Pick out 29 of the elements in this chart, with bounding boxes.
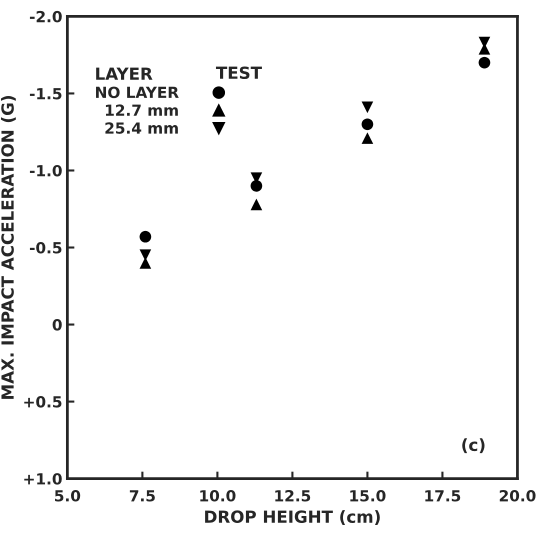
point <box>140 230 152 243</box>
point <box>250 198 262 210</box>
point <box>362 118 374 130</box>
x-tick-label: 15.0 <box>350 490 386 502</box>
y-axis-title: MAX. IMPACT ACCELERATION (G) <box>0 96 16 399</box>
point <box>362 132 374 144</box>
x-tick-label: 7.5 <box>130 490 155 502</box>
annotation: TEST <box>216 66 262 80</box>
x-axis-title: DROP HEIGHT (cm) <box>205 510 380 525</box>
x-tick-label: 5.0 <box>55 490 80 502</box>
x-tick-label: 12.5 <box>275 490 310 502</box>
x-tick-label: 20.0 <box>500 490 536 502</box>
y-tick-label: 0 <box>52 319 62 331</box>
point <box>362 102 374 114</box>
y-tick-label: -1.0 <box>30 164 62 177</box>
y-tick-label: -0.5 <box>30 242 62 254</box>
x-tick-label: 17.5 <box>425 490 460 502</box>
legend-label: NO LAYER <box>96 86 179 98</box>
y-tick-label: -1.5 <box>30 88 62 100</box>
x-tick-label: 10.0 <box>200 490 236 502</box>
legend-label: 12.7 mm <box>106 104 178 116</box>
legend-title: LAYER <box>96 68 152 80</box>
point <box>478 56 490 68</box>
annotation: (c) <box>462 438 485 454</box>
y-tick-label: -2.0 <box>30 10 62 22</box>
y-tick-label: +1.0 <box>24 473 62 485</box>
y-tick-label: +0.5 <box>24 396 62 408</box>
point <box>250 180 262 192</box>
legend-label: 25.4 mm <box>105 122 178 134</box>
